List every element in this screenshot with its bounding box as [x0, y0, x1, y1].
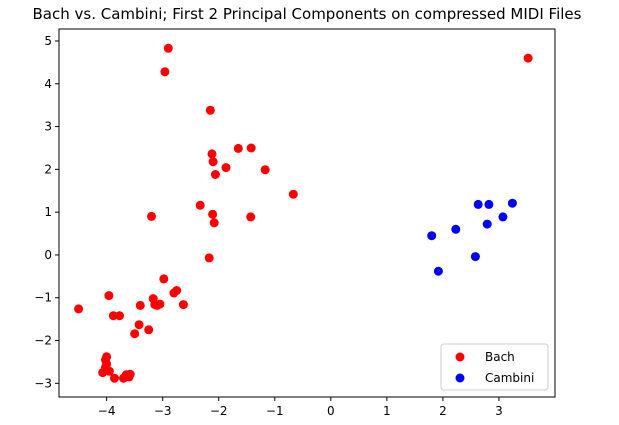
- data-point-bach-15: [147, 211, 156, 221]
- x-tick-label: −1: [266, 404, 284, 418]
- data-point-bach-31: [134, 320, 144, 330]
- y-tick-label: 5: [44, 34, 52, 48]
- y-tick-label: −2: [34, 334, 52, 348]
- data-point-bach-12: [195, 200, 205, 210]
- legend-label-cambini: Cambini: [485, 371, 534, 385]
- legend-box: [440, 343, 549, 391]
- data-point-bach-16: [209, 218, 219, 228]
- data-point-bach-4: [233, 143, 243, 153]
- data-point-bach-20: [169, 288, 179, 298]
- data-point-bach-27: [135, 300, 145, 310]
- data-point-cambini-3: [498, 212, 508, 222]
- data-point-cambini-2: [484, 199, 494, 209]
- data-point-bach-38: [104, 366, 114, 376]
- data-point-bach-10: [260, 165, 270, 175]
- data-point-bach-9: [210, 170, 220, 179]
- plot-frame: [58, 28, 556, 398]
- legend: Bach Cambini: [440, 343, 549, 391]
- legend-marker-bach: [455, 352, 465, 362]
- data-point-cambini-6: [427, 231, 437, 241]
- y-tick-label: −1: [34, 291, 52, 305]
- y-tick-label: 1: [44, 205, 52, 219]
- data-point-bach-17: [204, 253, 214, 263]
- data-point-bach-7: [208, 157, 218, 167]
- data-point-bach-3: [205, 105, 215, 115]
- data-point-bach-14: [246, 212, 256, 222]
- data-point-bach-11: [288, 189, 298, 199]
- chart-title: Bach vs. Cambini; First 2 Principal Comp…: [33, 5, 582, 23]
- data-point-bach-30: [115, 311, 124, 321]
- legend-label-bach: Bach: [485, 350, 515, 364]
- y-tick-label: 2: [44, 162, 52, 176]
- data-point-bach-1: [160, 67, 170, 77]
- y-axis: −3 −2 −1 0 1 2 3 4 5: [34, 34, 59, 390]
- data-point-bach-13: [208, 209, 218, 219]
- x-tick-label: 0: [327, 404, 335, 418]
- x-tick-label: 2: [439, 404, 447, 418]
- data-point-cambini-0: [507, 198, 517, 208]
- data-point-bach-21: [178, 300, 188, 310]
- x-tick-label: 1: [383, 404, 391, 418]
- data-point-cambini-4: [482, 219, 492, 229]
- x-axis: −4 −3 −2 −1 0 1 2 3: [98, 397, 503, 418]
- data-point-cambini-5: [451, 224, 461, 234]
- data-point-bach-44: [110, 373, 119, 383]
- y-tick-label: 3: [44, 120, 52, 134]
- data-point-bach-33: [130, 329, 140, 339]
- data-point-bach-6: [207, 149, 217, 159]
- legend-marker-cambini: [455, 373, 465, 383]
- x-tick-label: −3: [154, 404, 172, 418]
- data-point-cambini-8: [433, 266, 443, 276]
- x-tick-label: −2: [210, 404, 228, 418]
- data-point-bach-2: [523, 53, 533, 63]
- data-point-bach-5: [246, 143, 256, 153]
- points-layer: [74, 43, 533, 383]
- y-tick-label: −3: [34, 376, 52, 390]
- data-point-cambini-7: [470, 252, 480, 262]
- x-tick-label: 3: [495, 404, 503, 418]
- data-point-bach-18: [159, 274, 169, 284]
- data-point-bach-43: [119, 373, 128, 383]
- data-point-bach-0: [163, 43, 173, 53]
- data-point-bach-28: [74, 304, 84, 314]
- data-point-cambini-1: [473, 199, 483, 209]
- data-point-bach-39: [98, 368, 108, 378]
- y-tick-label: 4: [44, 77, 52, 91]
- x-tick-label: −4: [98, 404, 116, 418]
- data-point-bach-26: [152, 300, 162, 310]
- data-point-bach-8: [221, 163, 231, 173]
- y-tick-label: 0: [44, 248, 52, 262]
- data-point-bach-32: [144, 325, 154, 335]
- data-point-bach-22: [104, 291, 114, 301]
